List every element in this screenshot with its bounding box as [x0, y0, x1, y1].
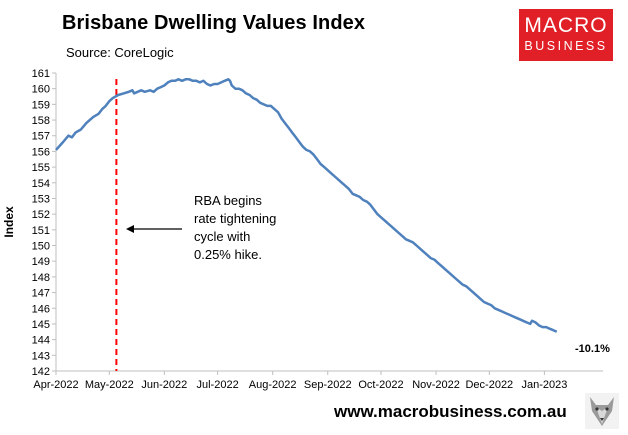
annotation-arrow-head: [126, 225, 134, 233]
x-tick-label: May-2022: [85, 379, 134, 391]
chart-title: Brisbane Dwelling Values Index: [62, 12, 366, 34]
chart-source: Source: CoreLogic: [66, 45, 174, 60]
end-value-label: -10.1%: [575, 343, 610, 355]
y-axis-label: Index: [2, 206, 16, 238]
y-tick-label: 154: [32, 178, 50, 190]
y-tick-label: 160: [32, 84, 50, 96]
y-tick-label: 142: [32, 366, 50, 378]
y-tick-label: 159: [32, 99, 50, 111]
y-tick-label: 157: [32, 131, 50, 143]
wolf-mascot-icon: [585, 393, 619, 429]
website-url: www.macrobusiness.com.au: [334, 402, 567, 421]
logo-line-1: MACRO: [524, 14, 608, 37]
logo-line-2: BUSINESS: [524, 39, 608, 53]
y-tick-labels: 142 143 144 145 146 147 148 149 150 151 152 153 154 1…: [32, 68, 56, 378]
x-tick-labels: Apr-2022 May-2022 Jun-2022 Jul-2022 Aug-2022…: [33, 371, 567, 391]
y-tick-label: 147: [32, 288, 50, 300]
y-tick-label: 151: [32, 225, 50, 237]
x-tick-label: Jul-2022: [197, 379, 239, 391]
series-line: [55, 78, 558, 333]
macrobusiness-logo: MACRO BUSINESS: [519, 9, 613, 61]
x-tick-label: Oct-2022: [358, 379, 403, 391]
y-tick-label: 161: [32, 68, 50, 80]
y-tick-label: 150: [32, 241, 50, 253]
x-tick-label: Jun-2022: [141, 379, 187, 391]
y-tick-label: 158: [32, 115, 50, 127]
y-tick-label: 144: [32, 335, 50, 347]
rba-annotation-line-3: cycle with: [194, 229, 250, 244]
x-tick-label: Nov-2022: [412, 379, 460, 391]
y-tick-label: 145: [32, 319, 50, 331]
y-tick-label: 153: [32, 193, 50, 205]
rba-annotation-line-1: RBA begins: [194, 193, 262, 208]
y-tick-label: 146: [32, 303, 50, 315]
y-tick-label: 149: [32, 256, 50, 268]
rba-annotation-line-4: 0.25% hike.: [194, 247, 262, 262]
y-tick-label: 148: [32, 272, 50, 284]
y-tick-label: 143: [32, 350, 50, 362]
x-tick-label: Aug-2022: [249, 379, 297, 391]
rba-annotation: RBA begins rate tightening cycle with 0.…: [194, 193, 276, 262]
rba-annotation-line-2: rate tightening: [194, 211, 276, 226]
y-tick-label: 152: [32, 209, 50, 221]
x-tick-label: Apr-2022: [33, 379, 78, 391]
x-tick-label: Dec-2022: [465, 379, 513, 391]
y-tick-label: 155: [32, 162, 50, 174]
plot-area: [56, 73, 603, 371]
x-tick-label: Jan-2023: [521, 379, 567, 391]
x-tick-label: Sep-2022: [304, 379, 352, 391]
y-tick-label: 156: [32, 146, 50, 158]
